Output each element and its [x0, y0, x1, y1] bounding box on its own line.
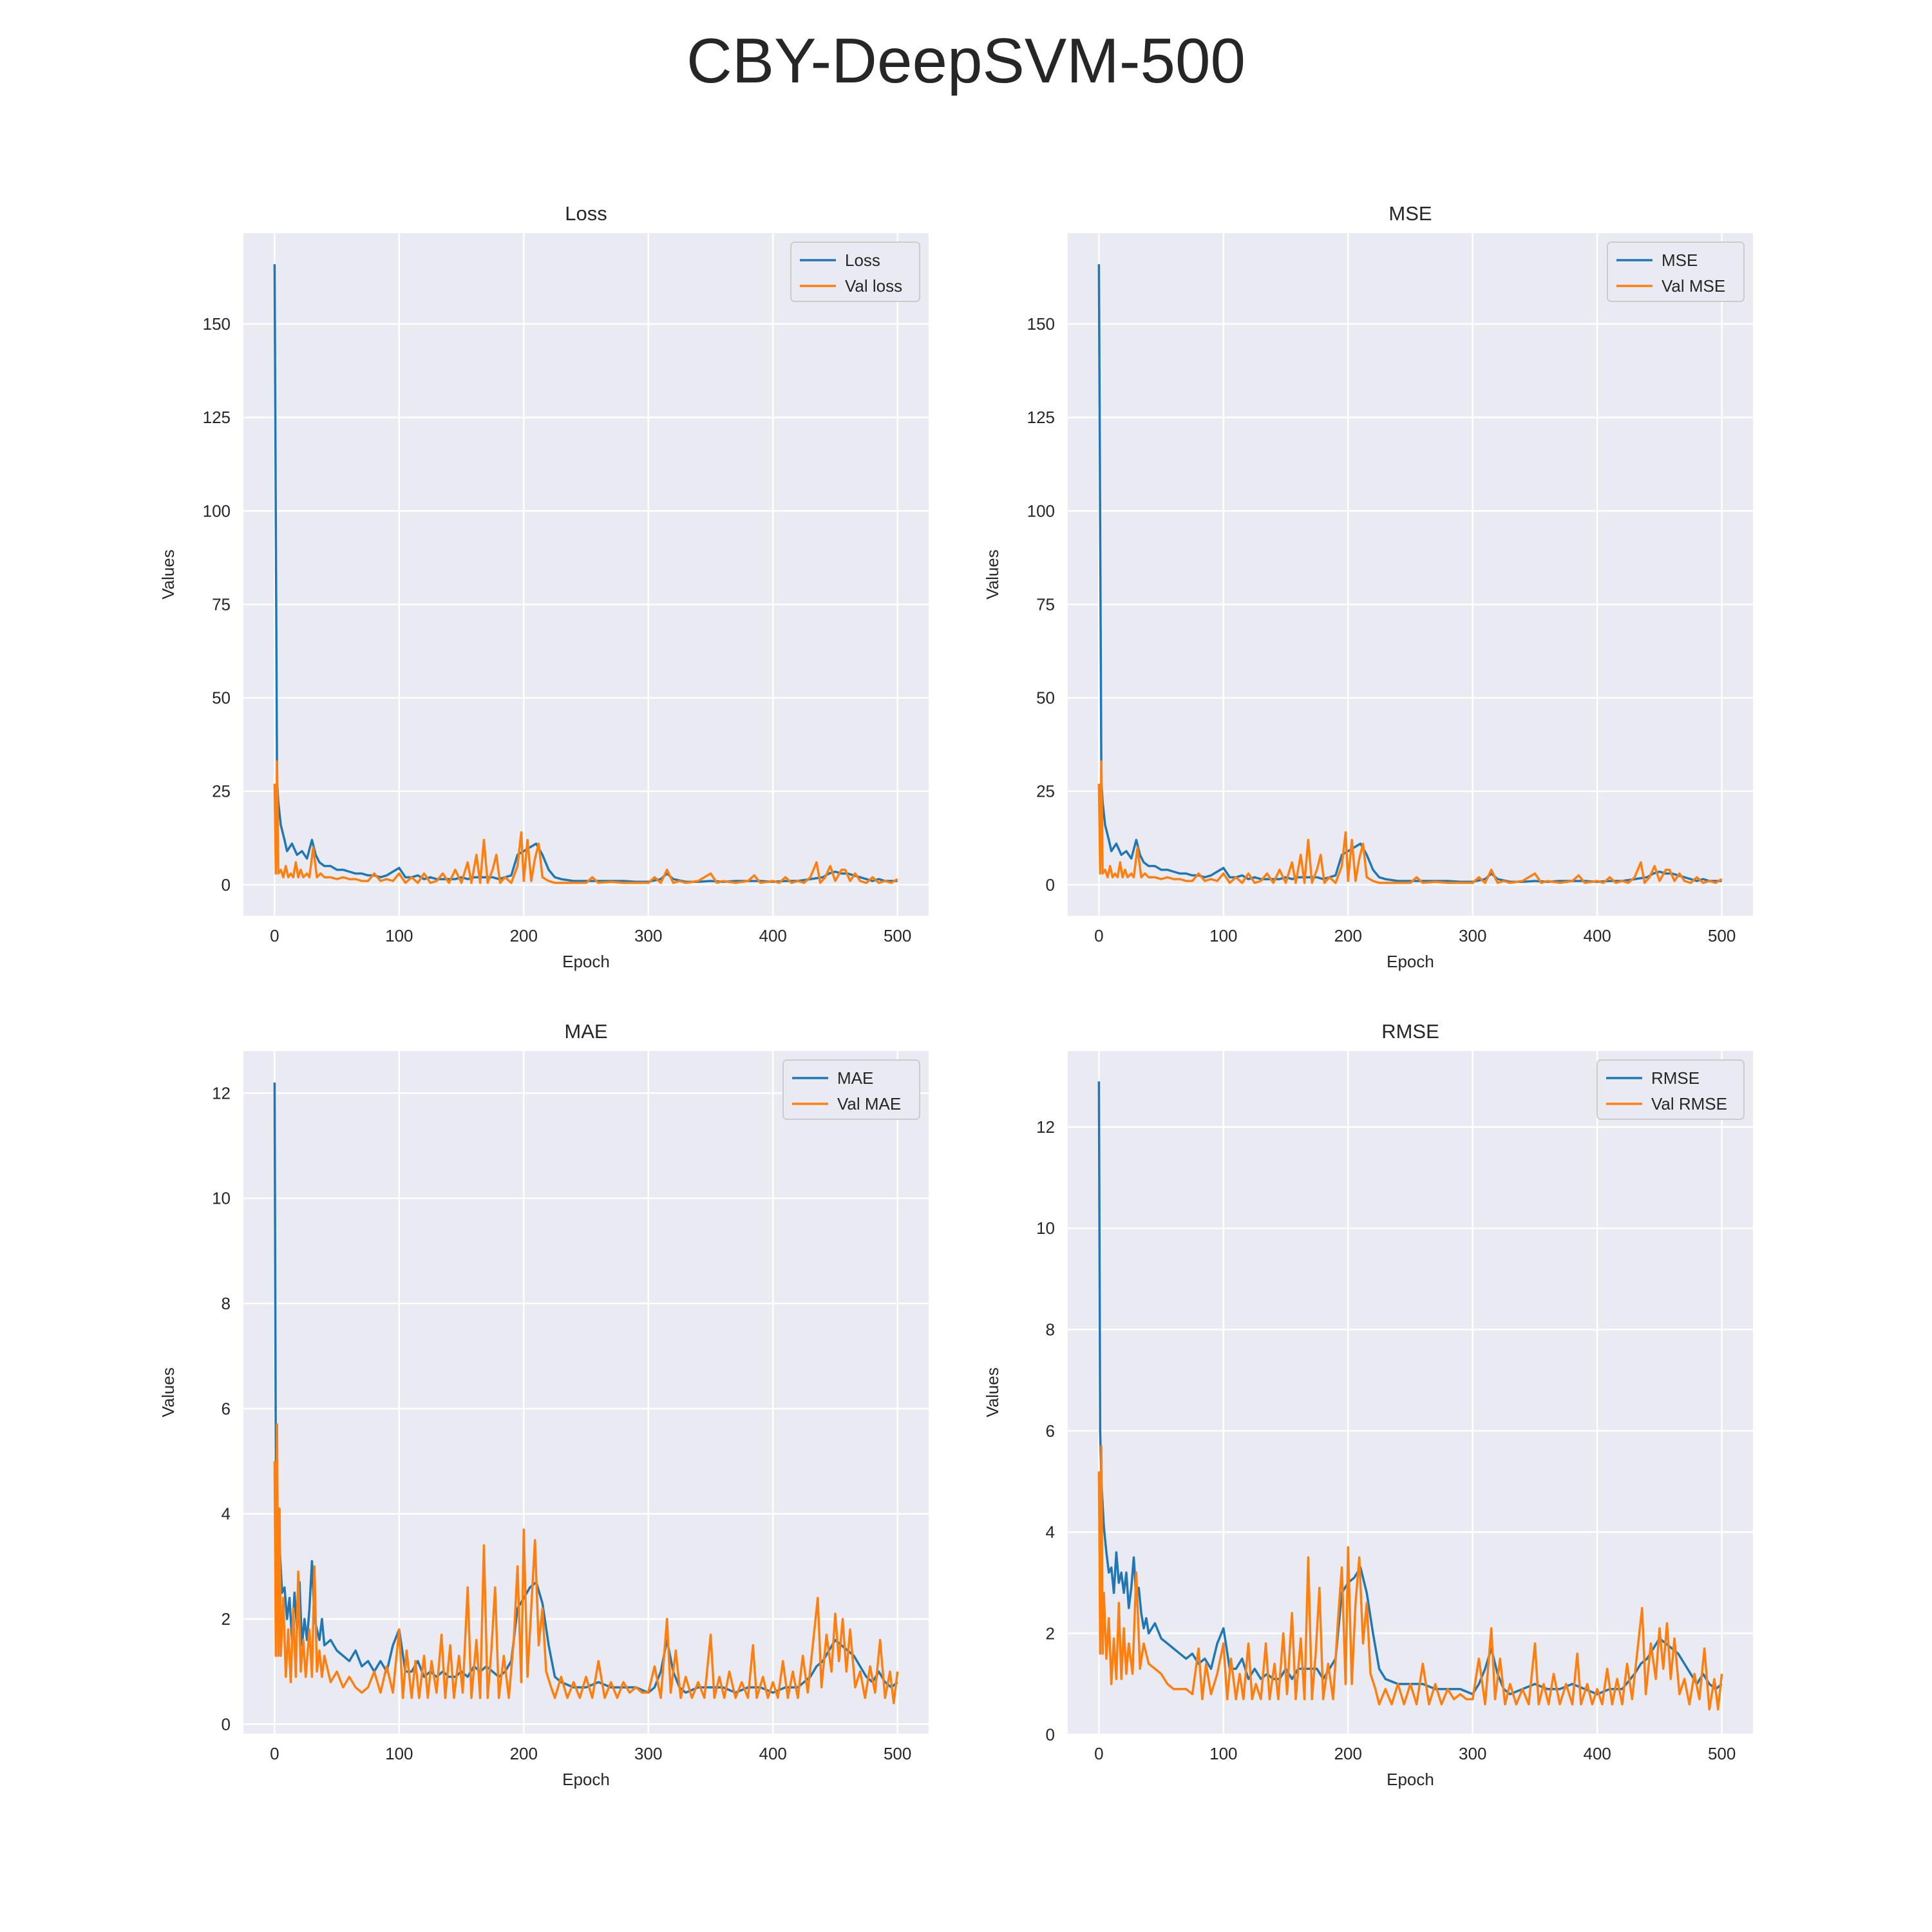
- series-line-val: [1097, 760, 1723, 884]
- y-tick-label: 2: [1046, 1624, 1055, 1643]
- y-tick-label: 6: [1046, 1421, 1055, 1441]
- chart-panel-mse: 0 100 200 300 400 500 0 25 50 75 100 125 150 Epoch Val…: [983, 202, 1753, 971]
- x-axis-label: Epoch: [1387, 1770, 1434, 1789]
- x-tick-label: 0: [1094, 926, 1103, 945]
- y-tick-label: 0: [222, 1714, 231, 1734]
- y-tick-label: 0: [1046, 1725, 1055, 1745]
- y-tick-label: 25: [212, 782, 231, 801]
- x-tick-label: 400: [759, 926, 786, 945]
- series-line-val: [273, 760, 898, 884]
- x-tick-label: 200: [1334, 926, 1362, 945]
- legend-label-val: Val loss: [845, 276, 902, 296]
- x-tick-label: 100: [1209, 926, 1237, 945]
- x-tick-label: 0: [1094, 1744, 1103, 1763]
- x-tick-label: 100: [1209, 1744, 1237, 1763]
- y-tick-label: 6: [222, 1399, 231, 1418]
- y-tick-label: 50: [212, 688, 231, 708]
- y-tick-label: 150: [203, 314, 231, 334]
- legend-label-val: Val MSE: [1662, 276, 1725, 296]
- y-tick-label: 4: [1046, 1522, 1055, 1542]
- y-tick-label: 8: [222, 1294, 231, 1313]
- plot-area: [1068, 233, 1753, 916]
- legend: RMSE Val RMSE: [1596, 1059, 1745, 1120]
- x-tick-label: 400: [759, 1744, 786, 1763]
- plot-area: [243, 233, 929, 916]
- y-tick-label: 25: [1036, 782, 1055, 801]
- y-tick-label: 125: [203, 408, 231, 427]
- x-tick-label: 200: [1334, 1744, 1362, 1763]
- legend-label-train: MAE: [837, 1068, 873, 1088]
- x-tick-label: 300: [634, 926, 662, 945]
- y-tick-label: 0: [1046, 875, 1055, 895]
- x-tick-label: 500: [1708, 926, 1736, 945]
- y-tick-label: 50: [1036, 688, 1055, 708]
- y-tick-label: 100: [203, 501, 231, 520]
- y-tick-label: 75: [212, 594, 231, 614]
- y-axis-label: Values: [158, 549, 178, 600]
- y-axis-label: Values: [983, 549, 1002, 600]
- x-tick-label: 100: [385, 926, 413, 945]
- x-tick-label: 200: [510, 926, 538, 945]
- y-tick-label: 12: [212, 1083, 231, 1103]
- x-tick-label: 300: [1459, 1744, 1486, 1763]
- y-tick-label: 4: [222, 1504, 231, 1524]
- chart-title: RMSE: [1381, 1020, 1439, 1043]
- y-tick-label: 12: [1036, 1117, 1055, 1137]
- y-tick-label: 2: [222, 1609, 231, 1629]
- legend-label-val: Val MAE: [837, 1094, 901, 1113]
- series-line-val: [1097, 1444, 1723, 1711]
- x-tick-label: 200: [510, 1744, 538, 1763]
- y-tick-label: 75: [1036, 594, 1055, 614]
- chart-title: MAE: [564, 1020, 607, 1043]
- y-axis-label: Values: [983, 1367, 1002, 1417]
- x-tick-label: 300: [1459, 926, 1486, 945]
- y-tick-label: 100: [1027, 501, 1055, 520]
- y-tick-label: 10: [212, 1189, 231, 1208]
- x-tick-label: 0: [270, 926, 279, 945]
- plot-area: [243, 1051, 929, 1734]
- x-tick-label: 500: [884, 926, 911, 945]
- y-tick-label: 8: [1046, 1320, 1055, 1339]
- y-tick-label: 150: [1027, 314, 1055, 334]
- chart-title: MSE: [1388, 202, 1432, 225]
- legend-label-train: MSE: [1662, 251, 1698, 270]
- legend: MSE Val MSE: [1607, 242, 1745, 302]
- chart-title: Loss: [565, 202, 607, 225]
- legend: Loss Val loss: [790, 242, 920, 302]
- chart-panel-mae: 0 100 200 300 400 500024681012EpochValuesMAEM…: [158, 1020, 929, 1789]
- x-axis-label: Epoch: [562, 952, 610, 971]
- legend-label-train: Loss: [845, 251, 880, 270]
- x-tick-label: 400: [1583, 1744, 1611, 1763]
- plot-area: [1068, 1051, 1753, 1734]
- x-axis-label: Epoch: [1387, 952, 1434, 971]
- x-axis-label: Epoch: [562, 1770, 610, 1789]
- legend-label-val: Val RMSE: [1651, 1094, 1727, 1113]
- x-tick-label: 500: [1708, 1744, 1736, 1763]
- x-tick-label: 500: [884, 1744, 911, 1763]
- chart-panel-loss: 0 100 200 300 400 500 0 25 50 75 100 125 150 Epoch Val…: [158, 202, 929, 971]
- legend-label-train: RMSE: [1651, 1068, 1700, 1088]
- x-tick-label: 400: [1583, 926, 1611, 945]
- x-tick-label: 100: [385, 1744, 413, 1763]
- y-tick-label: 125: [1027, 408, 1055, 427]
- y-tick-label: 10: [1036, 1218, 1055, 1238]
- y-tick-label: 0: [222, 875, 231, 895]
- chart-panel-rmse: 0 100 200 300 400 500 0 2 4 6 8 10 12 Epoch Values RMSE…: [983, 1020, 1753, 1789]
- series-line-val: [273, 1423, 899, 1705]
- y-axis-label: Values: [158, 1367, 178, 1417]
- figure-title: CBY-DeepSVM-500: [687, 25, 1245, 96]
- x-tick-label: 0: [270, 1744, 279, 1763]
- legend: MAE Val MAE: [782, 1059, 920, 1120]
- x-tick-label: 300: [634, 1744, 662, 1763]
